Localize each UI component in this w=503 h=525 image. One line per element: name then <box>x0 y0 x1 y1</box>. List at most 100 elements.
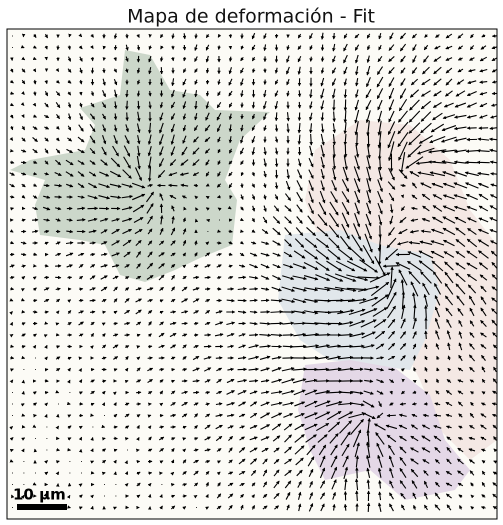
arrow <box>228 182 233 189</box>
arrow <box>21 114 25 119</box>
arrow <box>331 88 336 99</box>
arrow <box>309 56 313 62</box>
arrow <box>490 240 497 245</box>
arrow <box>354 155 360 170</box>
arrow <box>399 216 407 224</box>
arrow <box>274 124 279 132</box>
arrow <box>76 218 86 222</box>
arrow <box>192 172 199 176</box>
arrow <box>274 136 279 143</box>
arrow <box>411 402 417 406</box>
arrow <box>343 43 348 52</box>
arrow <box>432 112 443 121</box>
arrow <box>251 171 255 177</box>
arrow <box>55 218 61 222</box>
arrow <box>182 113 187 120</box>
arrow <box>400 152 406 174</box>
arrow <box>354 33 360 39</box>
arrow <box>328 237 340 249</box>
arrow <box>420 90 431 97</box>
arrow <box>445 57 453 61</box>
arrow <box>147 146 152 157</box>
arrow <box>67 91 72 96</box>
arrow <box>55 125 60 130</box>
arrow <box>250 241 257 245</box>
arrow <box>309 123 313 134</box>
arrow <box>182 252 186 257</box>
arrow <box>67 125 72 131</box>
arrow <box>407 251 422 258</box>
arrow <box>147 493 152 498</box>
arrow <box>366 77 371 88</box>
arrow <box>388 167 395 181</box>
arrow <box>182 57 187 62</box>
arrow <box>159 227 164 235</box>
arrow <box>134 228 143 235</box>
arrow <box>67 379 71 384</box>
arrow <box>420 182 432 189</box>
arrow <box>467 217 477 223</box>
arrow <box>297 134 302 145</box>
arrow <box>274 194 279 201</box>
arrow <box>44 379 49 383</box>
arrow <box>99 171 110 177</box>
arrow <box>9 102 14 107</box>
arrow <box>168 183 178 188</box>
arrow <box>159 112 164 121</box>
arrow <box>79 67 83 74</box>
arrow <box>389 215 394 225</box>
arrow <box>376 76 384 88</box>
arrow <box>388 67 395 75</box>
arrow <box>429 171 446 177</box>
arrow <box>263 194 267 200</box>
arrow <box>453 182 468 189</box>
arrow <box>421 217 430 222</box>
arrow <box>171 57 175 62</box>
arrow <box>343 122 347 135</box>
arrow <box>307 215 315 225</box>
arrow <box>286 45 290 51</box>
arrow <box>90 102 95 108</box>
arrow <box>44 80 48 85</box>
arrow <box>113 33 118 40</box>
arrow <box>67 79 72 84</box>
arrow <box>9 137 14 141</box>
arrow <box>478 262 489 270</box>
arrow <box>423 44 429 51</box>
arrow <box>420 122 432 134</box>
arrow <box>42 206 51 211</box>
arrow <box>272 240 281 246</box>
arrow <box>32 310 38 314</box>
arrow <box>409 89 420 98</box>
arrow <box>43 218 51 222</box>
arrow <box>388 99 395 112</box>
arrow <box>316 367 330 372</box>
arrow <box>102 113 106 120</box>
arrow <box>44 229 50 234</box>
arrow <box>66 264 73 268</box>
arrow <box>251 194 256 201</box>
arrow <box>272 216 281 224</box>
arrow <box>195 207 199 212</box>
arrow <box>378 32 382 40</box>
arrow <box>454 102 467 108</box>
arrow <box>67 45 72 50</box>
arrow <box>433 78 442 86</box>
arrow <box>78 252 85 257</box>
arrow <box>77 206 86 211</box>
arrow <box>228 113 233 120</box>
arrow <box>353 166 361 183</box>
arrow <box>376 88 384 100</box>
arrow <box>147 183 153 188</box>
arrow <box>204 264 211 268</box>
arrow <box>102 45 107 50</box>
arrow <box>32 102 37 107</box>
arrow <box>453 205 467 211</box>
arrow <box>147 156 152 169</box>
arrow <box>296 216 303 224</box>
arrow <box>137 135 141 145</box>
arrow <box>77 195 85 199</box>
arrow <box>125 112 129 122</box>
arrow <box>240 45 245 50</box>
arrow <box>304 237 318 249</box>
